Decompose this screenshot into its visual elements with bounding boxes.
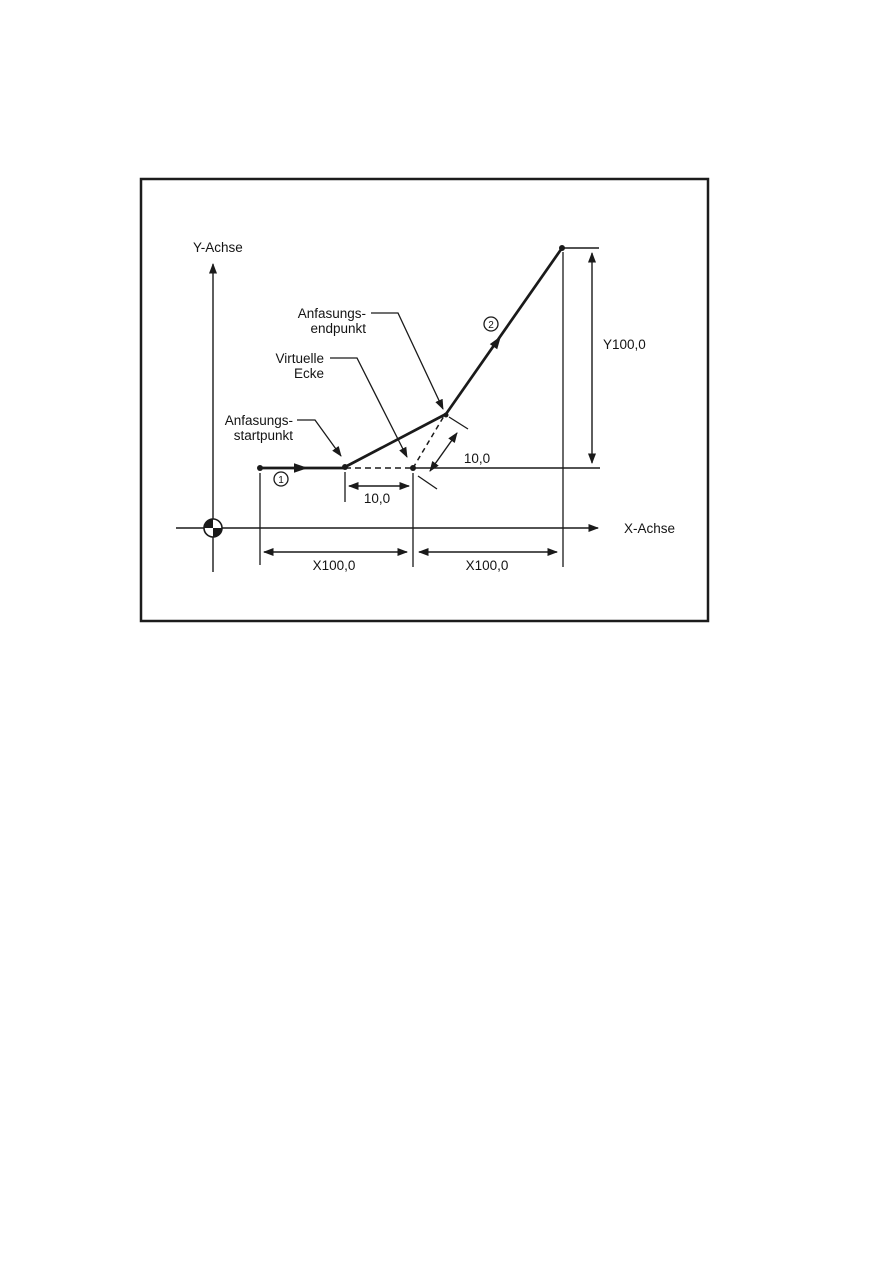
- dim-chamfer-depth-line: [429, 432, 458, 472]
- chamfer-end-point-dot: [443, 412, 449, 418]
- start-point-dot: [257, 465, 263, 471]
- chamfer-end-leader-line: [371, 312, 444, 410]
- dim-chamfer-width-value: 10,0: [364, 491, 390, 506]
- dim-x-second-value: X100,0: [466, 558, 509, 573]
- virtual-corner-label-line2: Ecke: [294, 366, 324, 381]
- chamfer-end-label-line2: endpunkt: [310, 321, 366, 336]
- y-axis-label: Y-Achse: [193, 240, 243, 255]
- chamfer-start-leader-line: [297, 419, 342, 457]
- move2-path-line: [444, 247, 564, 415]
- move1-direction-arrow-icon: [294, 463, 308, 473]
- dim-chamfer-depth-ext-upper: [448, 416, 469, 430]
- move2-number-badge: 2: [483, 316, 499, 332]
- chamfer-start-label-line1: Anfasungs-: [225, 413, 293, 428]
- dim-y-second-value: Y100,0: [603, 337, 646, 352]
- chamfer-start-label-line2: startpunkt: [234, 428, 294, 443]
- dim-chamfer-depth-value: 10,0: [464, 451, 490, 466]
- move1-number-text: 1: [278, 475, 284, 486]
- dim-x-first-value: X100,0: [313, 558, 356, 573]
- chamfer-path-line: [344, 412, 447, 469]
- move2-number-text: 2: [488, 320, 494, 331]
- figure-border: [139, 177, 710, 623]
- origin-datum-icon: [203, 518, 223, 538]
- move1-number-badge: 1: [273, 471, 289, 487]
- move2-direction-arrow-icon: [489, 336, 501, 350]
- chamfer-start-point-dot: [342, 464, 348, 470]
- dim-chamfer-depth-ext-lower: [417, 475, 438, 490]
- virtual-corner-leader-line: [330, 357, 408, 458]
- virtual-corner-point-dot: [410, 465, 416, 471]
- virtual-path-diagonal-dashed-line: [412, 415, 445, 469]
- x-axis-label: X-Achse: [624, 521, 675, 536]
- chamfer-end-label-line1: Anfasungs-: [298, 306, 366, 321]
- virtual-corner-label-line1: Virtuelle: [275, 351, 324, 366]
